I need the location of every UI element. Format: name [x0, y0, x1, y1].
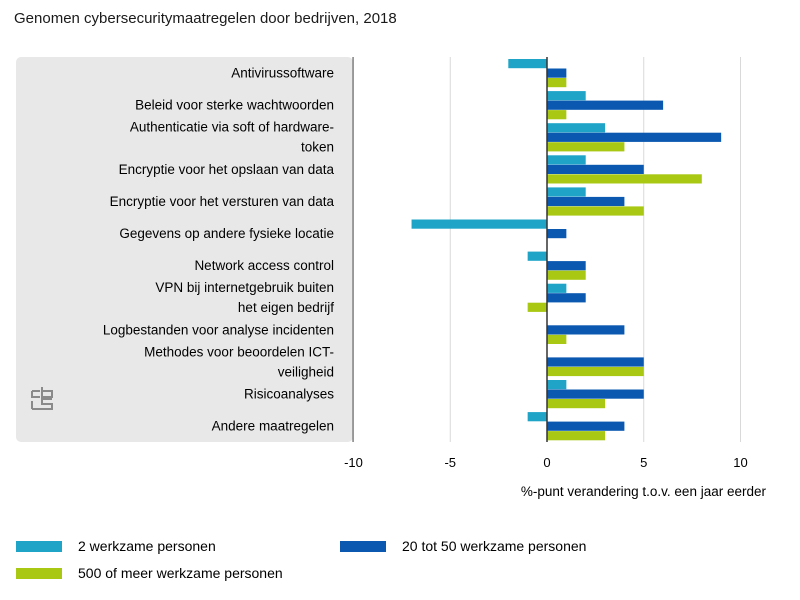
- bar: [547, 174, 702, 184]
- category-label-line: Authenticatie via soft of hardware-: [130, 120, 334, 135]
- bar: [547, 357, 644, 367]
- category-label-line: Risicoanalyses: [244, 387, 334, 402]
- bar: [547, 421, 625, 431]
- bar: [547, 155, 586, 165]
- bar: [547, 389, 644, 399]
- x-tick-label: -10: [344, 455, 363, 470]
- x-tick-label: 10: [733, 455, 747, 470]
- tick-label-layer: -10 -5 0 5 10: [344, 455, 748, 470]
- category-label-line: Gegevens op andere fysieke locatie: [119, 226, 334, 241]
- category-label-line: token: [301, 140, 334, 155]
- bar: [547, 431, 606, 441]
- x-tick-label: -5: [444, 455, 456, 470]
- category-label: VPN bij internetgebruik buiten het eigen …: [155, 280, 334, 315]
- bar: [547, 142, 625, 152]
- bar: [547, 283, 567, 293]
- legend-label-small: 2 werkzame personen: [78, 538, 216, 554]
- category-label-line: het eigen bedrijf: [238, 300, 334, 315]
- category-label-line: Network access control: [194, 258, 334, 273]
- bar: [547, 206, 644, 216]
- category-label: Authenticatie via soft of hardware-token: [130, 120, 334, 155]
- bar: [547, 91, 586, 101]
- category-label: Methodes voor beoordelen ICT-veiligheid: [144, 344, 334, 379]
- category-label: Logbestanden voor analyse incidenten: [103, 322, 334, 337]
- bar: [547, 270, 586, 280]
- legend-swatch-large: [16, 567, 62, 579]
- category-label: Andere maatregelen: [212, 419, 334, 434]
- bar: [547, 334, 567, 344]
- bar-layer: [411, 59, 722, 441]
- category-label-line: Beleid voor sterke wachtwoorden: [135, 98, 334, 113]
- x-tick-label: 5: [640, 455, 647, 470]
- legend-swatch-small: [16, 540, 62, 552]
- category-label: Encryptie voor het opslaan van data: [119, 162, 335, 177]
- cbs-logo-icon: [31, 387, 53, 410]
- bar: [547, 399, 606, 409]
- x-tick-label: 0: [543, 455, 550, 470]
- legend-label-large: 500 of meer werkzame personen: [78, 565, 283, 581]
- legend-label-medium: 20 tot 50 werkzame personen: [402, 538, 587, 554]
- bar: [547, 164, 644, 174]
- category-label-line: Encryptie voor het opslaan van data: [119, 162, 335, 177]
- category-label-line: Logbestanden voor analyse incidenten: [103, 322, 334, 337]
- legend-swatch-medium: [340, 540, 386, 552]
- x-axis-title: %-punt verandering t.o.v. een jaar eerde…: [521, 484, 767, 499]
- bar: [508, 59, 547, 69]
- category-label-line: VPN bij internetgebruik buiten: [155, 280, 334, 295]
- bar: [547, 100, 664, 110]
- category-label-line: Methodes voor beoordelen ICT-: [144, 344, 334, 359]
- category-label-line: Antivirussoftware: [231, 66, 334, 81]
- bar: [547, 78, 567, 88]
- bar: [547, 196, 625, 207]
- bar: [547, 366, 644, 377]
- bar: [527, 412, 547, 422]
- bar: [547, 229, 567, 239]
- category-label: Risicoanalyses: [244, 387, 334, 402]
- category-label: Antivirussoftware: [231, 66, 334, 81]
- legend-item-small: 2 werkzame personen: [16, 538, 216, 554]
- category-label: Network access control: [194, 258, 334, 273]
- bar: [547, 110, 567, 120]
- category-label: Beleid voor sterke wachtwoorden: [135, 98, 334, 113]
- category-label-layer: Antivirussoftware Beleid voor sterke wach…: [103, 66, 335, 434]
- bar: [547, 293, 586, 303]
- category-label-line: Andere maatregelen: [212, 419, 334, 434]
- bar: [547, 261, 586, 271]
- bar: [547, 380, 567, 390]
- bar: [547, 132, 722, 142]
- label-panel: [16, 57, 353, 442]
- category-label-line: veiligheid: [278, 364, 334, 379]
- category-label-line: Encryptie voor het versturen van data: [110, 194, 335, 209]
- bar: [547, 123, 606, 133]
- category-label: Gegevens op andere fysieke locatie: [119, 226, 334, 241]
- legend-item-large: 500 of meer werkzame personen: [16, 565, 283, 581]
- chart-title: Genomen cybersecuritymaatregelen door be…: [14, 10, 397, 27]
- bar: [411, 219, 547, 229]
- bar: [547, 187, 586, 197]
- bar: [527, 302, 547, 312]
- category-label: Encryptie voor het versturen van data: [110, 194, 335, 209]
- legend-item-medium: 20 tot 50 werkzame personen: [340, 538, 586, 554]
- bar: [527, 251, 547, 261]
- bar: [547, 68, 567, 78]
- bar: [547, 325, 625, 335]
- grid-layer: [352, 57, 741, 442]
